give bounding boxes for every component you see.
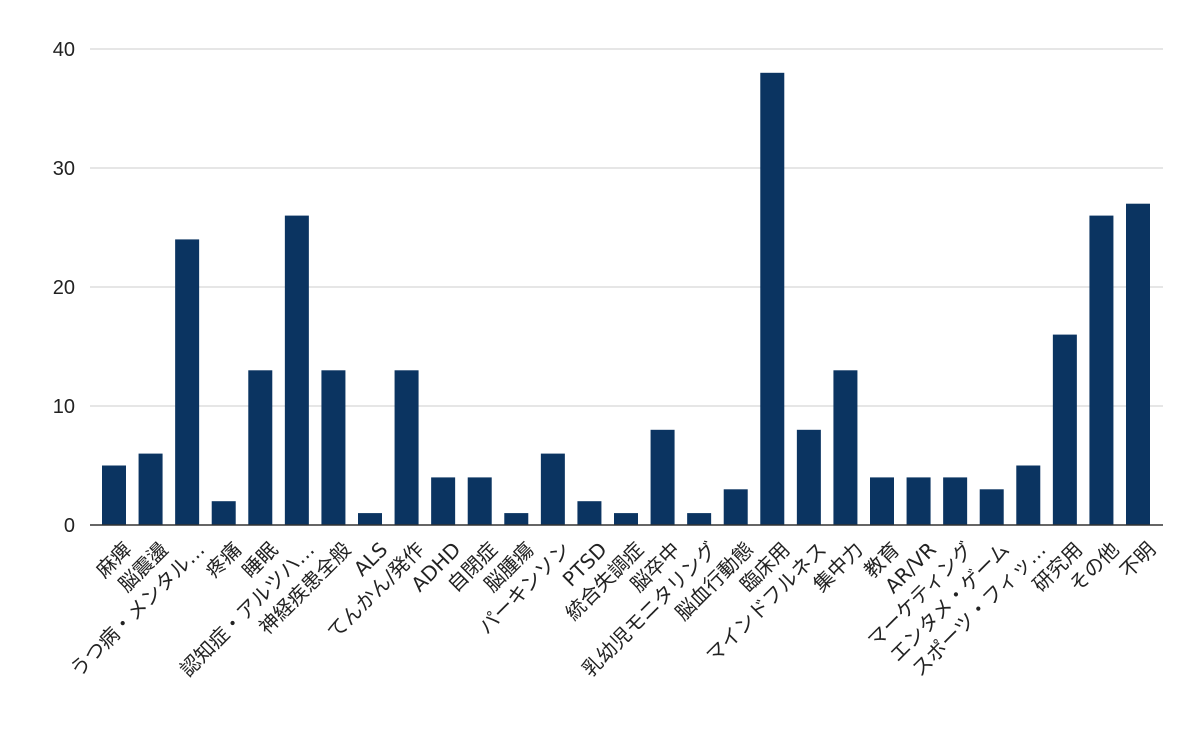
bar: [577, 501, 602, 525]
y-tick-label: 10: [53, 396, 75, 418]
bar: [760, 72, 785, 526]
bar: [284, 215, 309, 525]
bar: [431, 477, 456, 525]
gridlines: [90, 48, 1163, 407]
bar: [943, 477, 968, 525]
x-tick-label: 不明: [1115, 537, 1160, 582]
bar: [248, 370, 273, 525]
y-tick-label: 20: [53, 277, 75, 299]
bar: [358, 513, 382, 525]
bar: [723, 489, 748, 525]
bar: [650, 429, 675, 525]
bar: [1089, 215, 1114, 525]
y-tick-label: 40: [53, 39, 75, 61]
bar: [833, 370, 858, 525]
bar: [1052, 334, 1077, 525]
bar: [906, 477, 931, 525]
bar: [394, 370, 419, 525]
bar: [321, 370, 346, 525]
bar: [540, 453, 565, 525]
bar: [870, 477, 894, 525]
bar: [175, 239, 200, 525]
x-tick-label: 疼痛: [201, 537, 246, 582]
y-tick-label: 30: [53, 158, 75, 180]
bar: [102, 465, 126, 525]
bars: [102, 72, 1150, 526]
bar: [138, 453, 163, 525]
y-tick-label: 0: [64, 515, 75, 537]
bar: [979, 489, 1004, 525]
bar: [687, 513, 712, 525]
bar: [467, 477, 492, 525]
bar: [1016, 465, 1041, 525]
y-axis-ticks: 0 10 20 30 40: [53, 39, 75, 537]
bar: [796, 429, 821, 525]
bar: [211, 501, 236, 525]
bar: [1126, 203, 1150, 525]
bar: [614, 513, 638, 525]
bar: [504, 513, 529, 525]
x-axis-labels: 麻痺脳震盪うつ病・メンタル…疼痛睡眠認知症・アルツハ…神経疾患全般ALSてんかん…: [65, 537, 1160, 681]
